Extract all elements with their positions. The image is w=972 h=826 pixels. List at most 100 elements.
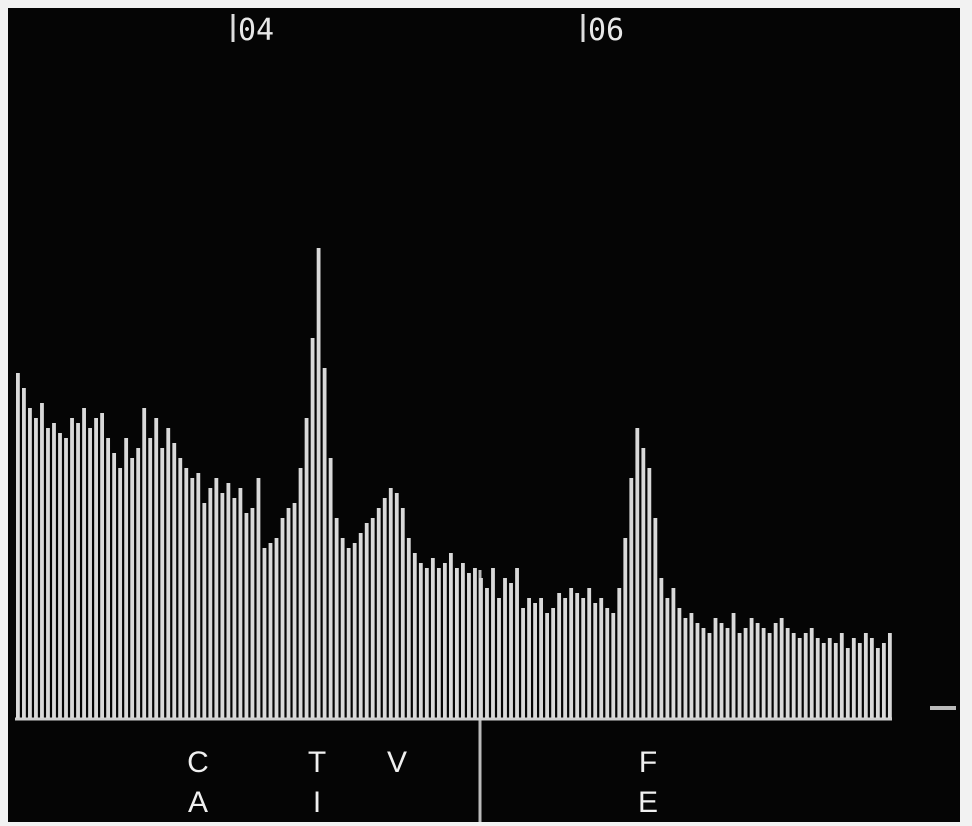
bar [473,568,477,718]
bar [226,483,230,718]
bar [738,633,742,718]
bar [311,338,315,718]
bar [545,613,549,718]
bar [816,638,820,718]
bar [413,553,417,718]
bar [395,493,399,718]
bar [335,518,339,718]
bar [786,628,790,718]
bar [389,488,393,718]
bar [635,428,639,718]
element-label: C [187,746,209,779]
bar [774,623,778,718]
marker-label: 04 [238,13,274,48]
bar [130,458,134,718]
bar [479,578,483,718]
bar [605,608,609,718]
bar [70,418,74,718]
bar [106,438,110,718]
bar [172,443,176,718]
bar [46,428,50,718]
bar [876,648,880,718]
bar [178,458,182,718]
bar [239,488,243,718]
bar [527,598,531,718]
bar [22,388,26,718]
bar [190,478,194,718]
bar [762,628,766,718]
bar [275,538,279,718]
bar [100,413,104,718]
bar [822,643,826,718]
bar [503,578,507,718]
bar [377,508,381,718]
bar [467,573,471,718]
bar [232,498,236,718]
bar [617,588,621,718]
bar [581,598,585,718]
element-label: T [308,746,326,779]
bar [52,423,56,718]
bar [136,448,140,718]
bar [461,563,465,718]
bar [425,568,429,718]
bar [166,428,170,718]
bar [629,478,633,718]
bar [202,503,206,718]
bar [515,568,519,718]
bar [690,613,694,718]
bar [124,438,128,718]
bar [726,628,730,718]
bar [383,498,387,718]
bar [870,638,874,718]
bar [671,588,675,718]
bar [641,448,645,718]
bar [154,418,158,718]
bar [305,418,309,718]
bar [834,643,838,718]
bar [810,628,814,718]
screen: 04 06 C A T I V F E [0,0,972,826]
bar [551,608,555,718]
bar [245,513,249,718]
bar [353,543,357,718]
bar [28,408,32,718]
bar [287,508,291,718]
bar [419,563,423,718]
bar [792,633,796,718]
bar [329,458,333,718]
bar [437,568,441,718]
bar [756,623,760,718]
bar [720,623,724,718]
bar [623,538,627,718]
bar [732,613,736,718]
bar [533,603,537,718]
bar [299,468,303,718]
bar [744,628,748,718]
bar [509,583,513,718]
bar [323,368,327,718]
bar [684,618,688,718]
bar [263,548,267,718]
bar [653,518,657,718]
bar [647,468,651,718]
bar [401,508,405,718]
bar [611,613,615,718]
bar [864,633,868,718]
bar [563,598,567,718]
bar [347,548,351,718]
bar [449,553,453,718]
bar [293,503,297,718]
bar [214,478,218,718]
bar [882,643,886,718]
bar [702,628,706,718]
bar [118,468,122,718]
bar [575,593,579,718]
bar [269,543,273,718]
bar [196,473,200,718]
bar [317,248,321,718]
bar [64,438,68,718]
bar [587,588,591,718]
bar [708,633,712,718]
bar [696,623,700,718]
